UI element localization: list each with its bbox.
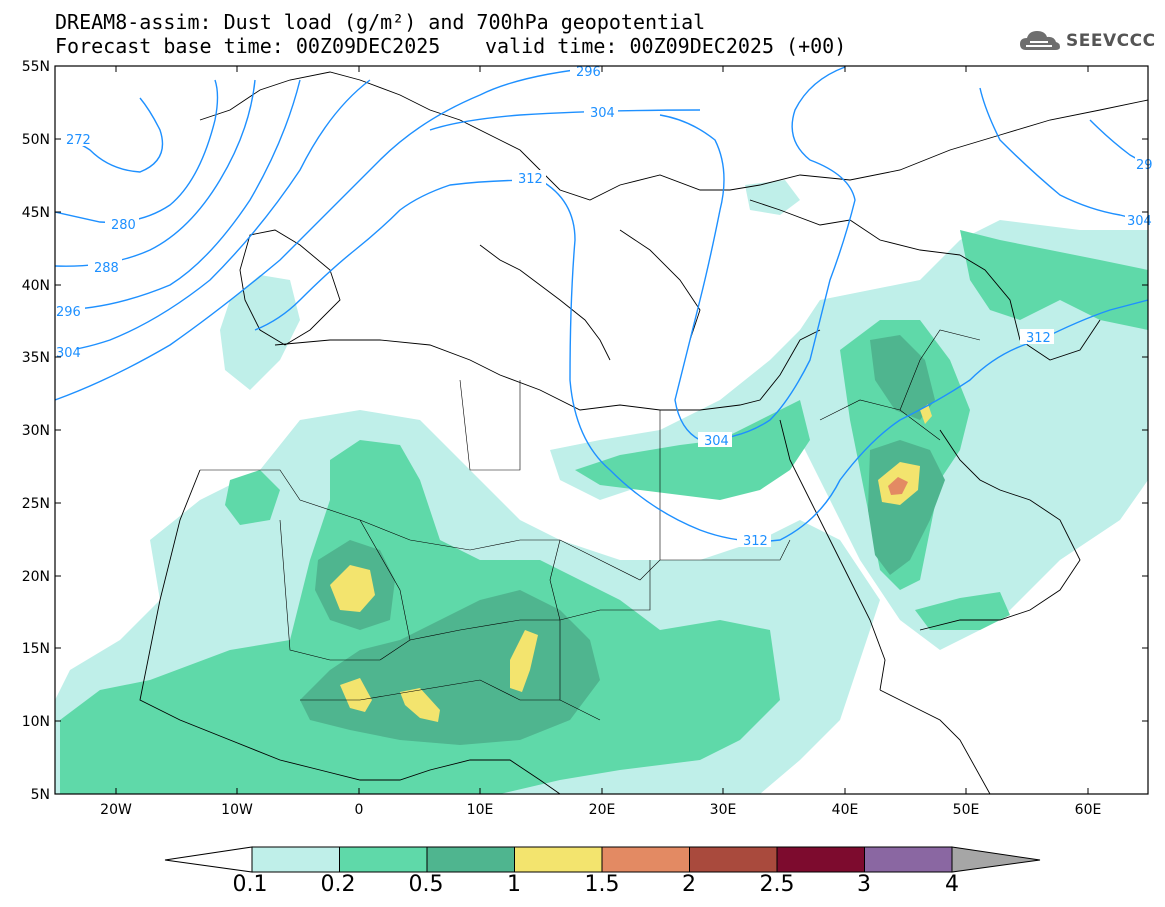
lon-label: 30E <box>710 802 737 818</box>
lon-label: 10W <box>221 802 253 818</box>
lat-label: 5N <box>31 787 50 803</box>
lat-ticks <box>55 138 1148 722</box>
borders <box>200 329 981 721</box>
dust-area-sahel-mid <box>60 440 780 794</box>
cloud-icon <box>1020 31 1060 50</box>
seevccc-logo: SEEVCCC <box>1018 26 1156 56</box>
contour-label: 312 <box>743 534 768 549</box>
colorbar-swatch <box>601 846 690 873</box>
colorbar <box>164 846 1041 873</box>
contour-labels: 272 280 288 296 304 312 304 312 312 304 … <box>55 65 1153 549</box>
colorbar-label: 0.2 <box>320 872 356 897</box>
colorbar-label: 4 <box>945 872 959 897</box>
contour-label: 312 <box>518 172 543 187</box>
dust-area-west-sahara <box>225 470 280 525</box>
contour-label: 304 <box>704 434 729 449</box>
colorbar-under-arrow <box>164 846 253 873</box>
contour-label: 296 <box>576 65 601 80</box>
colorbar-swatch <box>339 846 428 873</box>
colorbar-label: 2.5 <box>759 872 795 897</box>
lat-label: 10N <box>22 714 50 730</box>
dust-area-iraq-high <box>920 404 932 424</box>
contour-label: 304 <box>1127 214 1152 229</box>
dust-area-niger-high <box>340 678 372 712</box>
contour-label: 280 <box>111 218 136 233</box>
lat-label: 30N <box>22 423 50 439</box>
lat-label: 55N <box>22 59 50 75</box>
lat-label: 35N <box>22 350 50 366</box>
colorbar-swatch <box>426 846 515 873</box>
dust-fields <box>55 180 1148 794</box>
contour-label: 272 <box>66 133 91 148</box>
lat-label: 25N <box>22 496 50 512</box>
lat-label: 45N <box>22 205 50 221</box>
contour-label: 29 <box>1136 158 1153 173</box>
lat-label: 40N <box>22 278 50 294</box>
dust-area-iran <box>960 230 1148 330</box>
contour-label: 288 <box>94 261 119 276</box>
dust-area-iraq-dark <box>870 335 935 420</box>
colorbar-label: 2 <box>682 872 696 897</box>
contour-label: 312 <box>1026 331 1051 346</box>
lat-label: 20N <box>22 569 50 585</box>
contour-label: 304 <box>56 346 81 361</box>
colorbar-swatch <box>776 846 865 873</box>
dust-area-mali-high <box>330 565 375 612</box>
dust-area-arabia <box>550 220 1148 650</box>
geopotential-contours <box>55 66 1148 542</box>
colorbar-over-arrow <box>951 846 1041 873</box>
dust-area-saudi-peak <box>888 477 908 495</box>
lon-labels: 20W 10W 0 10E 20E 30E 40E 50E 60E <box>100 802 1101 818</box>
colorbar-label: 3 <box>857 872 871 897</box>
dust-area-egypt <box>575 400 810 500</box>
colorbar-swatch <box>689 846 778 873</box>
lon-label: 20W <box>100 802 132 818</box>
lon-label: 60E <box>1075 802 1102 818</box>
lon-label: 0 <box>355 802 364 818</box>
colorbar-swatch <box>514 846 603 873</box>
dust-area-chad-high <box>510 630 538 692</box>
contour-label: 296 <box>56 305 81 320</box>
valid-time: valid time: 00Z09DEC2025 (+00) <box>485 34 847 58</box>
lon-label: 20E <box>589 802 616 818</box>
logo-text: SEEVCCC <box>1066 31 1156 51</box>
lat-label: 50N <box>22 132 50 148</box>
dust-area-iberia <box>220 275 300 390</box>
lon-label: 40E <box>832 802 859 818</box>
colorbar-label: 1.5 <box>584 872 620 897</box>
colorbar-label: 0.1 <box>232 872 268 897</box>
colorbar-label: 1 <box>507 872 521 897</box>
dust-area-yemen <box>915 592 1010 630</box>
forecast-base-time: Forecast base time: 00Z09DEC2025 <box>55 34 441 58</box>
contour-label: 304 <box>590 106 615 121</box>
dust-area-sahel-dark <box>300 590 600 745</box>
lat-labels: 55N 50N 45N 40N 35N 30N 25N 20N 15N 10N … <box>22 59 50 803</box>
dust-area-caspian <box>745 180 800 215</box>
colorbar-swatch <box>251 846 340 873</box>
map-title: DREAM8-assim: Dust load (g/m²) and 700hP… <box>55 10 706 34</box>
colorbar-swatch <box>864 846 953 873</box>
dust-area-nigeria-high <box>400 688 440 722</box>
lat-label: 15N <box>22 641 50 657</box>
lon-label: 50E <box>953 802 980 818</box>
lon-label: 10E <box>467 802 494 818</box>
colorbar-label: 0.5 <box>408 872 444 897</box>
lon-ticks <box>115 66 1089 794</box>
